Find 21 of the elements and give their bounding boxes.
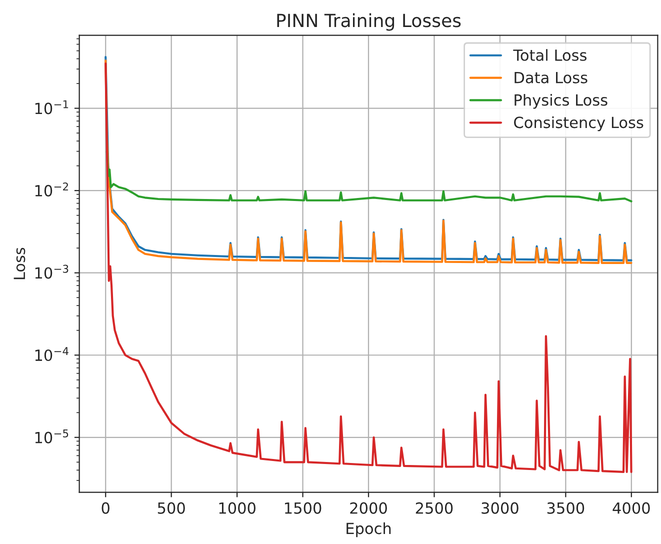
x-tick-label: 1500 bbox=[285, 502, 322, 514]
x-tick-label: 500 bbox=[158, 502, 185, 514]
x-tick-label: 3500 bbox=[547, 502, 584, 514]
y-tick-label: 10$^{−4}$ bbox=[35, 347, 68, 362]
x-tick-label: 2500 bbox=[416, 502, 453, 514]
legend-label: Consistency Loss bbox=[514, 116, 644, 132]
x-axis-title: Epoch bbox=[346, 522, 391, 538]
x-tick-label: 2000 bbox=[350, 502, 387, 514]
y-tick-label: 10$^{−5}$ bbox=[35, 429, 68, 444]
x-tick-label: 1000 bbox=[219, 502, 256, 514]
y-tick-label: 10$^{−2}$ bbox=[35, 182, 68, 196]
legend-label: Data Loss bbox=[514, 72, 588, 84]
legend-label: Physics Loss bbox=[514, 94, 608, 109]
y-tick-label: 10$^{−3}$ bbox=[35, 264, 68, 279]
legend-label: Total Loss bbox=[513, 49, 587, 61]
chart-title: PINN Training Losses bbox=[277, 13, 461, 31]
y-axis-title: Loss bbox=[14, 248, 26, 280]
x-tick-label: 3000 bbox=[482, 502, 518, 514]
x-tick-label: 0 bbox=[102, 502, 110, 514]
x-tick-label: 4000 bbox=[612, 502, 650, 514]
y-tick-label: 10$^{−1}$ bbox=[35, 100, 68, 114]
